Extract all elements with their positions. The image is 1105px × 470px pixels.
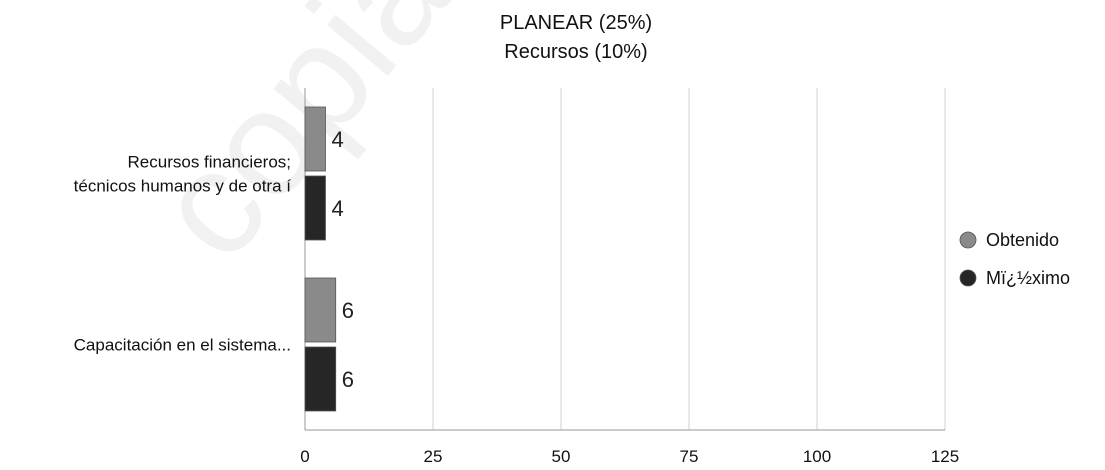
category-label: Recursos financieros; bbox=[128, 153, 291, 172]
data-label: 4 bbox=[331, 196, 343, 221]
x-tick-label: 25 bbox=[424, 447, 443, 466]
legend-label: Obtenido bbox=[986, 230, 1059, 250]
legend-marker bbox=[959, 231, 977, 249]
bar-maximo bbox=[304, 346, 337, 412]
category-label: Capacitación en el sistema... bbox=[74, 336, 291, 355]
x-tick-label: 100 bbox=[803, 447, 831, 466]
bar-maximo bbox=[304, 175, 326, 241]
chart-subtitle: Recursos (10%) bbox=[504, 41, 647, 63]
bar-obtenido bbox=[304, 106, 326, 172]
x-tick-label: 75 bbox=[680, 447, 699, 466]
chart-title: PLANEAR (25%) bbox=[500, 12, 652, 34]
data-label: 4 bbox=[331, 127, 343, 152]
x-tick-label: 125 bbox=[931, 447, 959, 466]
legend-marker bbox=[959, 269, 977, 287]
x-tick-label: 50 bbox=[552, 447, 571, 466]
category-label: técnicos humanos y de otra í bbox=[74, 177, 292, 196]
legend-label: Mï¿½ximo bbox=[986, 268, 1070, 288]
data-label: 6 bbox=[342, 367, 354, 392]
data-label: 6 bbox=[342, 298, 354, 323]
x-tick-label: 0 bbox=[300, 447, 309, 466]
bar-obtenido bbox=[304, 277, 337, 343]
